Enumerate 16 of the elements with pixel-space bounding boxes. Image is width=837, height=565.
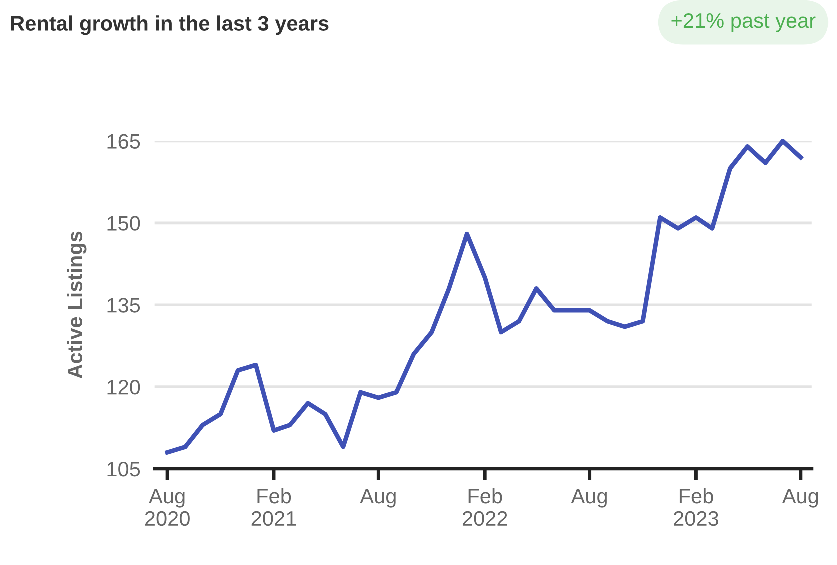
line-series	[165, 139, 804, 455]
x-tick-label: Aug	[360, 489, 396, 508]
x-tick-label: Aug 2020	[145, 489, 190, 526]
y-tick-label: 105	[108, 462, 140, 477]
y-tick-label: 135	[108, 298, 140, 313]
x-tick-label: Feb 2023	[674, 488, 718, 526]
y-tick-label: 150	[108, 216, 140, 231]
y-tick-label: 120	[108, 380, 140, 395]
y-tick-label: 165	[108, 134, 140, 150]
chart-title: Rental growth in the last 3 years	[11, 16, 329, 36]
y-axis-title: Active Listings	[67, 232, 87, 379]
x-tick-label: Aug	[571, 489, 607, 508]
x-tick-label: Aug	[782, 489, 818, 508]
x-tick-label: Feb 2022	[462, 488, 508, 526]
x-tick-label: Feb 2021	[252, 488, 296, 526]
text: +21% past year	[672, 13, 816, 32]
